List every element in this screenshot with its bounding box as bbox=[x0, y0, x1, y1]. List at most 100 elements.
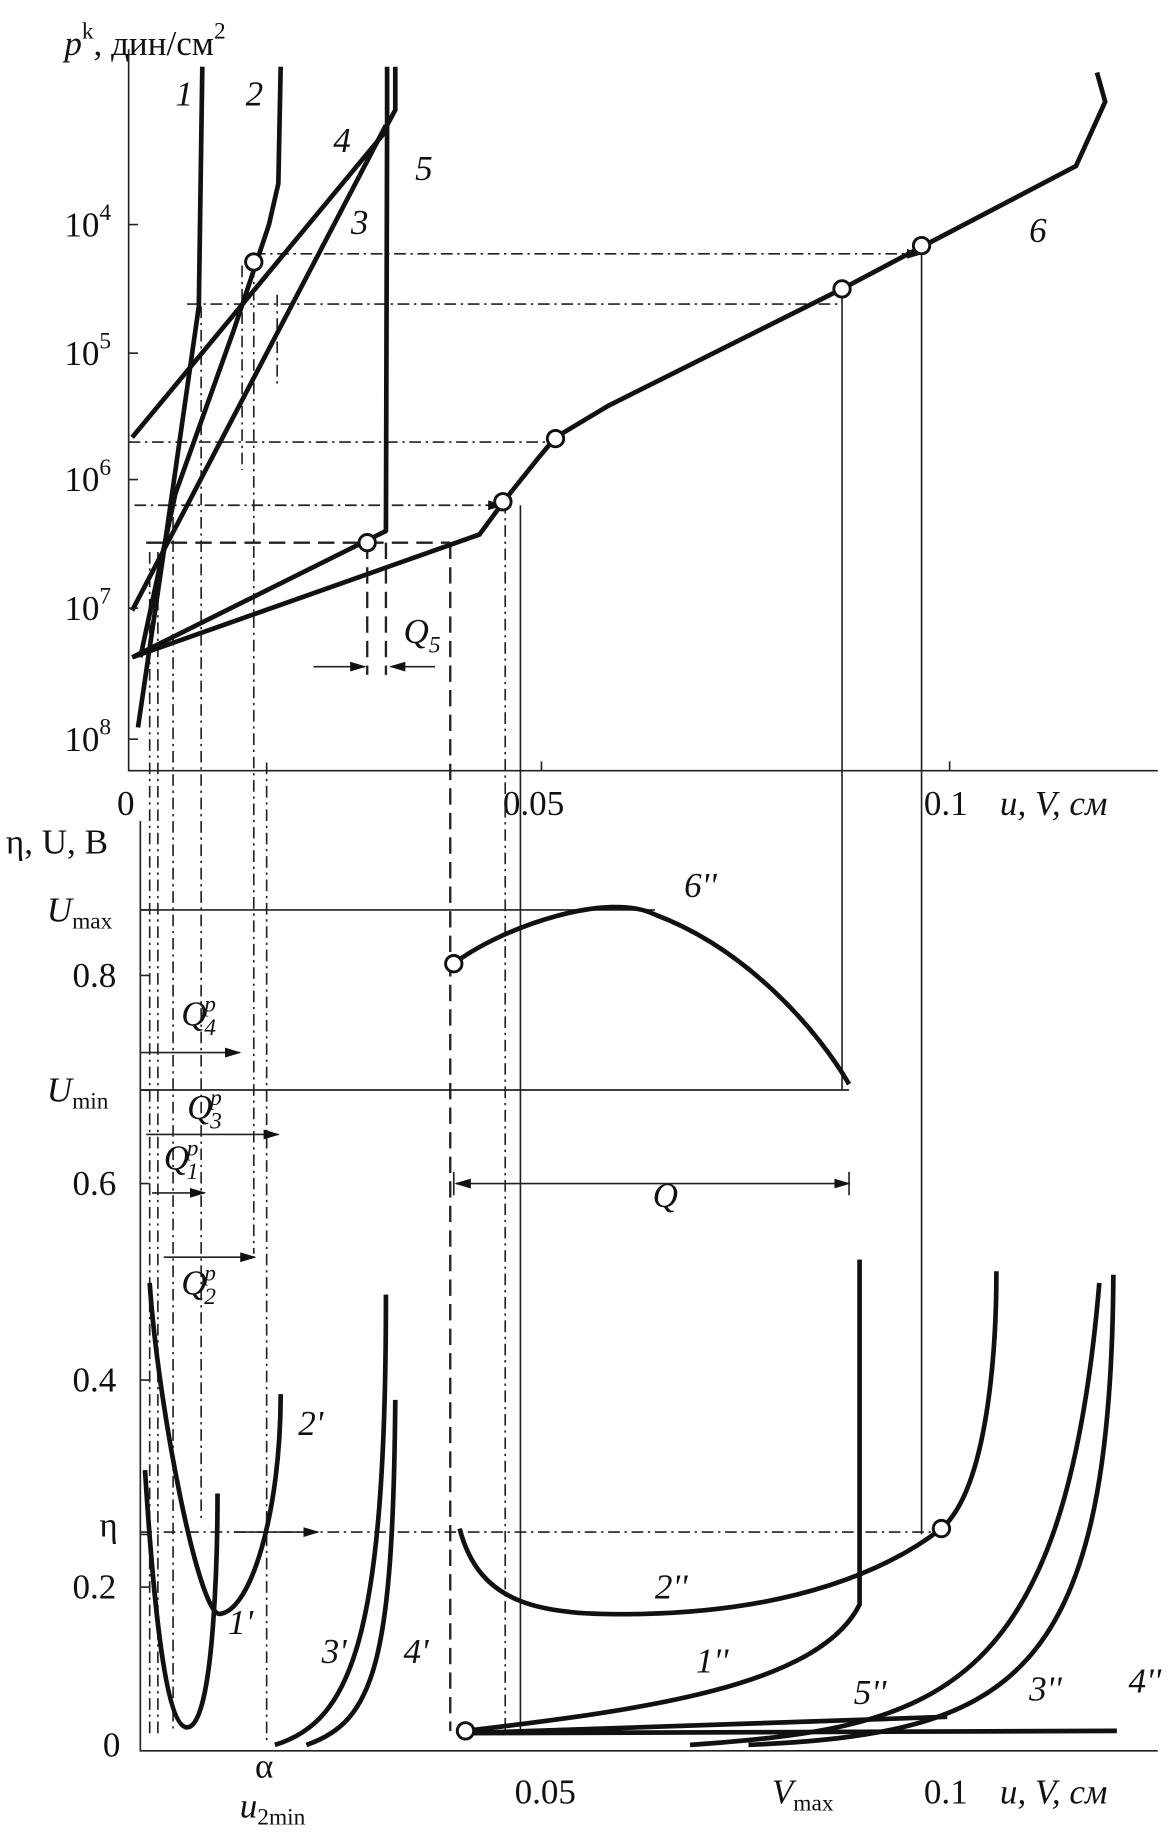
x-tick: 0.1 bbox=[924, 784, 968, 823]
x-tick: 0.05 bbox=[515, 1772, 576, 1811]
label-part: Q bbox=[164, 1139, 189, 1178]
label-part: 10 bbox=[64, 460, 99, 499]
shape bbox=[457, 1271, 999, 1617]
curve-label: 3 bbox=[350, 203, 369, 242]
u2min-label: u2min bbox=[240, 1786, 306, 1830]
label-part: 2 bbox=[214, 19, 226, 45]
label-part: Q bbox=[187, 1088, 212, 1127]
label-part: Q bbox=[403, 612, 428, 651]
curve-label: 2 bbox=[246, 74, 264, 113]
q-labels: Qp 4 Qp 3 Qp 1 Qp 2 Q bbox=[164, 992, 678, 1310]
label-part: U bbox=[47, 891, 75, 930]
shape bbox=[135, 66, 205, 728]
top-axes bbox=[127, 49, 1158, 772]
label: 104 bbox=[64, 200, 111, 244]
label: Qp 3 bbox=[187, 1085, 222, 1134]
x-tick: 0.1 bbox=[924, 1772, 968, 1811]
shape bbox=[131, 66, 398, 660]
shape bbox=[452, 904, 852, 1086]
shape bbox=[832, 279, 852, 299]
label: 0.8 bbox=[73, 956, 117, 995]
curve-label: 1 bbox=[175, 74, 193, 113]
top-y-label: pk, дин/см2 bbox=[61, 19, 225, 63]
curve-label: 3' bbox=[321, 1632, 348, 1671]
shape bbox=[127, 49, 1158, 772]
shape bbox=[140, 909, 850, 1091]
shape bbox=[147, 1282, 284, 1617]
label-part: 2 bbox=[204, 1284, 216, 1310]
label: Qp 4 bbox=[181, 992, 216, 1041]
shape bbox=[465, 1259, 862, 1734]
shape bbox=[138, 66, 284, 658]
label-part: 2min bbox=[257, 1804, 305, 1830]
curve-label: 6 bbox=[1029, 211, 1047, 250]
label-part: p bbox=[208, 1085, 222, 1111]
top-guides bbox=[128, 245, 924, 1745]
label-part: p bbox=[185, 1135, 199, 1161]
label: η bbox=[99, 1506, 117, 1545]
label: 106 bbox=[64, 455, 111, 499]
top-y-ticks: 104 105 106 107 108 bbox=[64, 200, 111, 759]
label-part: p bbox=[202, 1261, 216, 1287]
label-part: Q bbox=[181, 1264, 206, 1303]
q5-label: Q5 bbox=[403, 612, 440, 658]
label: 0.6 bbox=[73, 1164, 117, 1203]
shape bbox=[142, 1469, 220, 1730]
label: Umax bbox=[47, 891, 113, 935]
label-part: p bbox=[61, 24, 82, 63]
shape bbox=[748, 1274, 1116, 1748]
label: 0.4 bbox=[73, 1361, 117, 1400]
shape bbox=[689, 1282, 1102, 1748]
label-part: 3 bbox=[209, 1109, 222, 1135]
top-curves bbox=[130, 66, 1108, 728]
label: Qp 1 bbox=[164, 1135, 199, 1184]
label: 108 bbox=[64, 714, 111, 758]
bottom-axes bbox=[139, 821, 1158, 1752]
label-part: Q bbox=[181, 995, 206, 1034]
bottom-x-label: u, V, см bbox=[1000, 1772, 1107, 1811]
shape bbox=[357, 533, 377, 553]
shape bbox=[139, 821, 1158, 1752]
alpha-label: α bbox=[255, 1747, 273, 1786]
label-part: 6 bbox=[99, 455, 111, 481]
label-part: min bbox=[72, 1089, 109, 1115]
curve-label: 5'' bbox=[854, 1673, 887, 1712]
curve-label: 2'' bbox=[655, 1568, 688, 1607]
curve-label: 1' bbox=[228, 1603, 254, 1642]
shape bbox=[841, 245, 923, 1535]
shape bbox=[455, 1721, 476, 1741]
shape bbox=[130, 129, 388, 439]
label-part: 5 bbox=[429, 633, 441, 659]
label-part: max bbox=[793, 1790, 834, 1816]
shape bbox=[148, 265, 278, 1745]
label-part: 10 bbox=[64, 589, 99, 628]
bottom-curves bbox=[142, 904, 1117, 1748]
shape bbox=[244, 252, 264, 272]
label: Qp 2 bbox=[181, 1261, 216, 1310]
shape bbox=[545, 428, 566, 449]
shape bbox=[274, 1294, 389, 1748]
label-part: p bbox=[202, 992, 216, 1018]
bottom-guides bbox=[140, 505, 942, 1734]
x-tick: 0.05 bbox=[503, 784, 564, 823]
label-part: U bbox=[47, 1071, 75, 1110]
label-part: 5 bbox=[99, 329, 111, 355]
label-part: u bbox=[240, 1786, 258, 1825]
curve-label: 2' bbox=[298, 1404, 324, 1443]
shape bbox=[444, 954, 464, 974]
bottom-y-ticks: Umax 0.8 Umin 0.6 0.4 η 0.2 0 bbox=[47, 891, 121, 1765]
curve-label: 5 bbox=[415, 149, 433, 188]
label: Q bbox=[653, 1176, 678, 1215]
label: 107 bbox=[64, 583, 111, 627]
label: 0 bbox=[103, 1726, 121, 1765]
curve-label: 6'' bbox=[684, 866, 717, 905]
label-part: 7 bbox=[99, 583, 111, 609]
label-part: 10 bbox=[64, 720, 99, 759]
label-part: k bbox=[82, 19, 94, 45]
top-x-label: u, V, см bbox=[1000, 784, 1107, 823]
shape bbox=[131, 71, 1108, 660]
shape bbox=[931, 1518, 952, 1539]
vmax-label: Vmax bbox=[772, 1772, 834, 1816]
